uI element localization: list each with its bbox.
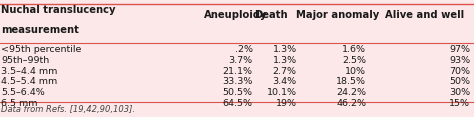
- Text: measurement: measurement: [1, 25, 79, 35]
- Text: 50.5%: 50.5%: [223, 88, 253, 97]
- Text: 95th–99th: 95th–99th: [1, 56, 50, 65]
- Text: 50%: 50%: [449, 77, 470, 86]
- Text: 15%: 15%: [449, 99, 470, 108]
- Text: 6.5 mm: 6.5 mm: [1, 99, 38, 108]
- Text: 4.5–5.4 mm: 4.5–5.4 mm: [1, 77, 58, 86]
- Text: 1.3%: 1.3%: [273, 56, 297, 65]
- Text: 19%: 19%: [276, 99, 297, 108]
- Text: 2.7%: 2.7%: [273, 67, 297, 76]
- Text: 24.2%: 24.2%: [337, 88, 366, 97]
- Text: 93%: 93%: [449, 56, 470, 65]
- Text: Aneuploidy: Aneuploidy: [204, 10, 267, 20]
- Text: Data from Refs. [19,42,90,103].: Data from Refs. [19,42,90,103].: [1, 105, 136, 114]
- Text: .2%: .2%: [235, 45, 253, 54]
- Text: 5.5–6.4%: 5.5–6.4%: [1, 88, 45, 97]
- Text: 10%: 10%: [346, 67, 366, 76]
- Text: 10.1%: 10.1%: [267, 88, 297, 97]
- Text: Major anomaly: Major anomaly: [296, 10, 379, 20]
- Text: 3.4%: 3.4%: [273, 77, 297, 86]
- Text: Death: Death: [254, 10, 287, 20]
- Text: 97%: 97%: [449, 45, 470, 54]
- Text: 64.5%: 64.5%: [223, 99, 253, 108]
- Text: 3.7%: 3.7%: [228, 56, 253, 65]
- Text: 2.5%: 2.5%: [342, 56, 366, 65]
- Text: Nuchal translucency: Nuchal translucency: [1, 5, 116, 15]
- Text: Alive and well: Alive and well: [385, 10, 464, 20]
- Text: 33.3%: 33.3%: [222, 77, 253, 86]
- Text: 1.3%: 1.3%: [273, 45, 297, 54]
- Text: 18.5%: 18.5%: [337, 77, 366, 86]
- Text: 30%: 30%: [449, 88, 470, 97]
- Text: 46.2%: 46.2%: [337, 99, 366, 108]
- Text: 3.5–4.4 mm: 3.5–4.4 mm: [1, 67, 58, 76]
- Text: 21.1%: 21.1%: [223, 67, 253, 76]
- Text: 70%: 70%: [449, 67, 470, 76]
- Text: 1.6%: 1.6%: [342, 45, 366, 54]
- Text: <95th percentile: <95th percentile: [1, 45, 82, 54]
